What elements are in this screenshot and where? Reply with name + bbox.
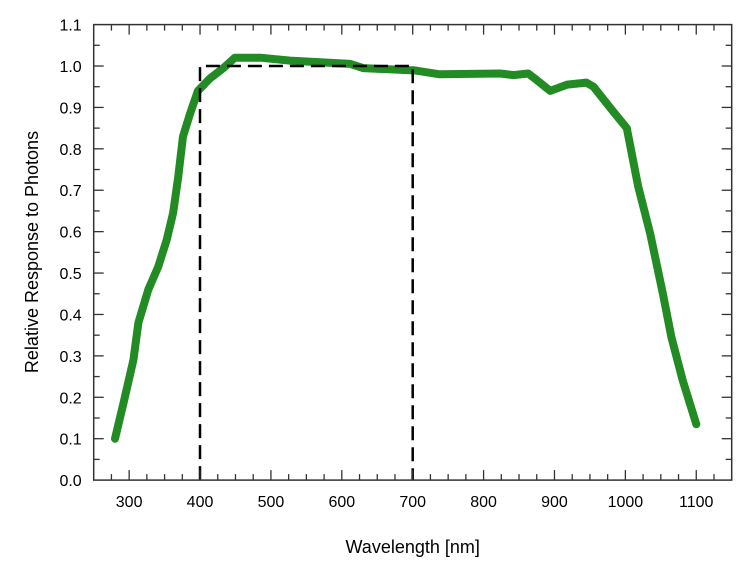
- response-curve-point: [182, 135, 185, 138]
- y-tick-label: 0.8: [59, 142, 81, 159]
- y-tick-label: 0.7: [59, 183, 81, 200]
- y-tick-label: 0.1: [59, 432, 81, 449]
- x-tick-label: 300: [116, 494, 143, 511]
- response-curve-point: [695, 423, 698, 426]
- response-curve-point: [233, 56, 236, 59]
- response-curve-point: [438, 73, 441, 76]
- x-tick-label: 700: [399, 494, 426, 511]
- x-tick-label: 1000: [608, 494, 644, 511]
- response-curve-point: [498, 72, 501, 75]
- response-curve-point: [157, 265, 160, 268]
- x-tick-label: 500: [258, 494, 285, 511]
- response-curve-point: [189, 112, 192, 115]
- response-curve-point: [289, 59, 292, 62]
- response-curve-point: [259, 56, 262, 59]
- y-tick-label: 0.2: [59, 390, 81, 407]
- x-axis-label: Wavelength [nm]: [345, 537, 479, 557]
- response-curve-point: [625, 127, 628, 130]
- response-curve-point: [637, 185, 640, 188]
- response-curve-point: [612, 110, 615, 113]
- y-tick-label: 0.6: [59, 225, 81, 242]
- x-tick-label: 600: [328, 494, 355, 511]
- response-curve-point: [208, 77, 211, 80]
- response-curve-point: [177, 176, 180, 179]
- response-curve-point: [122, 402, 125, 405]
- x-tick-label: 800: [470, 494, 497, 511]
- response-curve-point: [661, 292, 664, 295]
- response-curve-point: [196, 89, 199, 92]
- x-tick-label: 1100: [679, 494, 714, 511]
- response-curve-point: [592, 85, 595, 88]
- response-curve-point: [349, 62, 352, 65]
- response-curve-line: [111, 53, 701, 443]
- response-curve-point: [147, 288, 150, 291]
- response-curve-point: [362, 67, 365, 70]
- y-tick-label: 1.0: [59, 59, 81, 76]
- response-curve-point: [222, 67, 225, 70]
- response-curve-point: [408, 69, 411, 72]
- response-curve-point: [172, 212, 175, 215]
- response-curve-point: [165, 238, 168, 241]
- response-curve-point: [535, 79, 538, 82]
- y-tick-label: 0.5: [59, 266, 81, 283]
- response-curve-point: [566, 83, 569, 86]
- response-curve-point: [681, 379, 684, 382]
- response-curve-point: [527, 72, 530, 75]
- y-tick-label: 0.0: [59, 473, 81, 490]
- response-curve-point: [549, 89, 552, 92]
- y-tick-label: 0.4: [59, 307, 81, 324]
- response-curve-point: [137, 321, 140, 324]
- response-curve-point: [512, 74, 515, 77]
- x-tick-label: 900: [541, 494, 568, 511]
- y-tick-label: 0.9: [59, 100, 81, 117]
- y-tick-label: 1.1: [59, 18, 81, 35]
- y-tick-label: 0.3: [59, 349, 81, 366]
- reference-band-dashed-line: [198, 64, 414, 481]
- response-curve-point: [585, 81, 588, 84]
- x-tick-label: 400: [187, 494, 214, 511]
- y-axis-label: Relative Response to Photons: [22, 131, 42, 373]
- response-curve-point: [113, 437, 116, 440]
- response-curve-point: [649, 232, 652, 235]
- response-curve-point: [670, 336, 673, 339]
- response-curve-point: [132, 359, 135, 362]
